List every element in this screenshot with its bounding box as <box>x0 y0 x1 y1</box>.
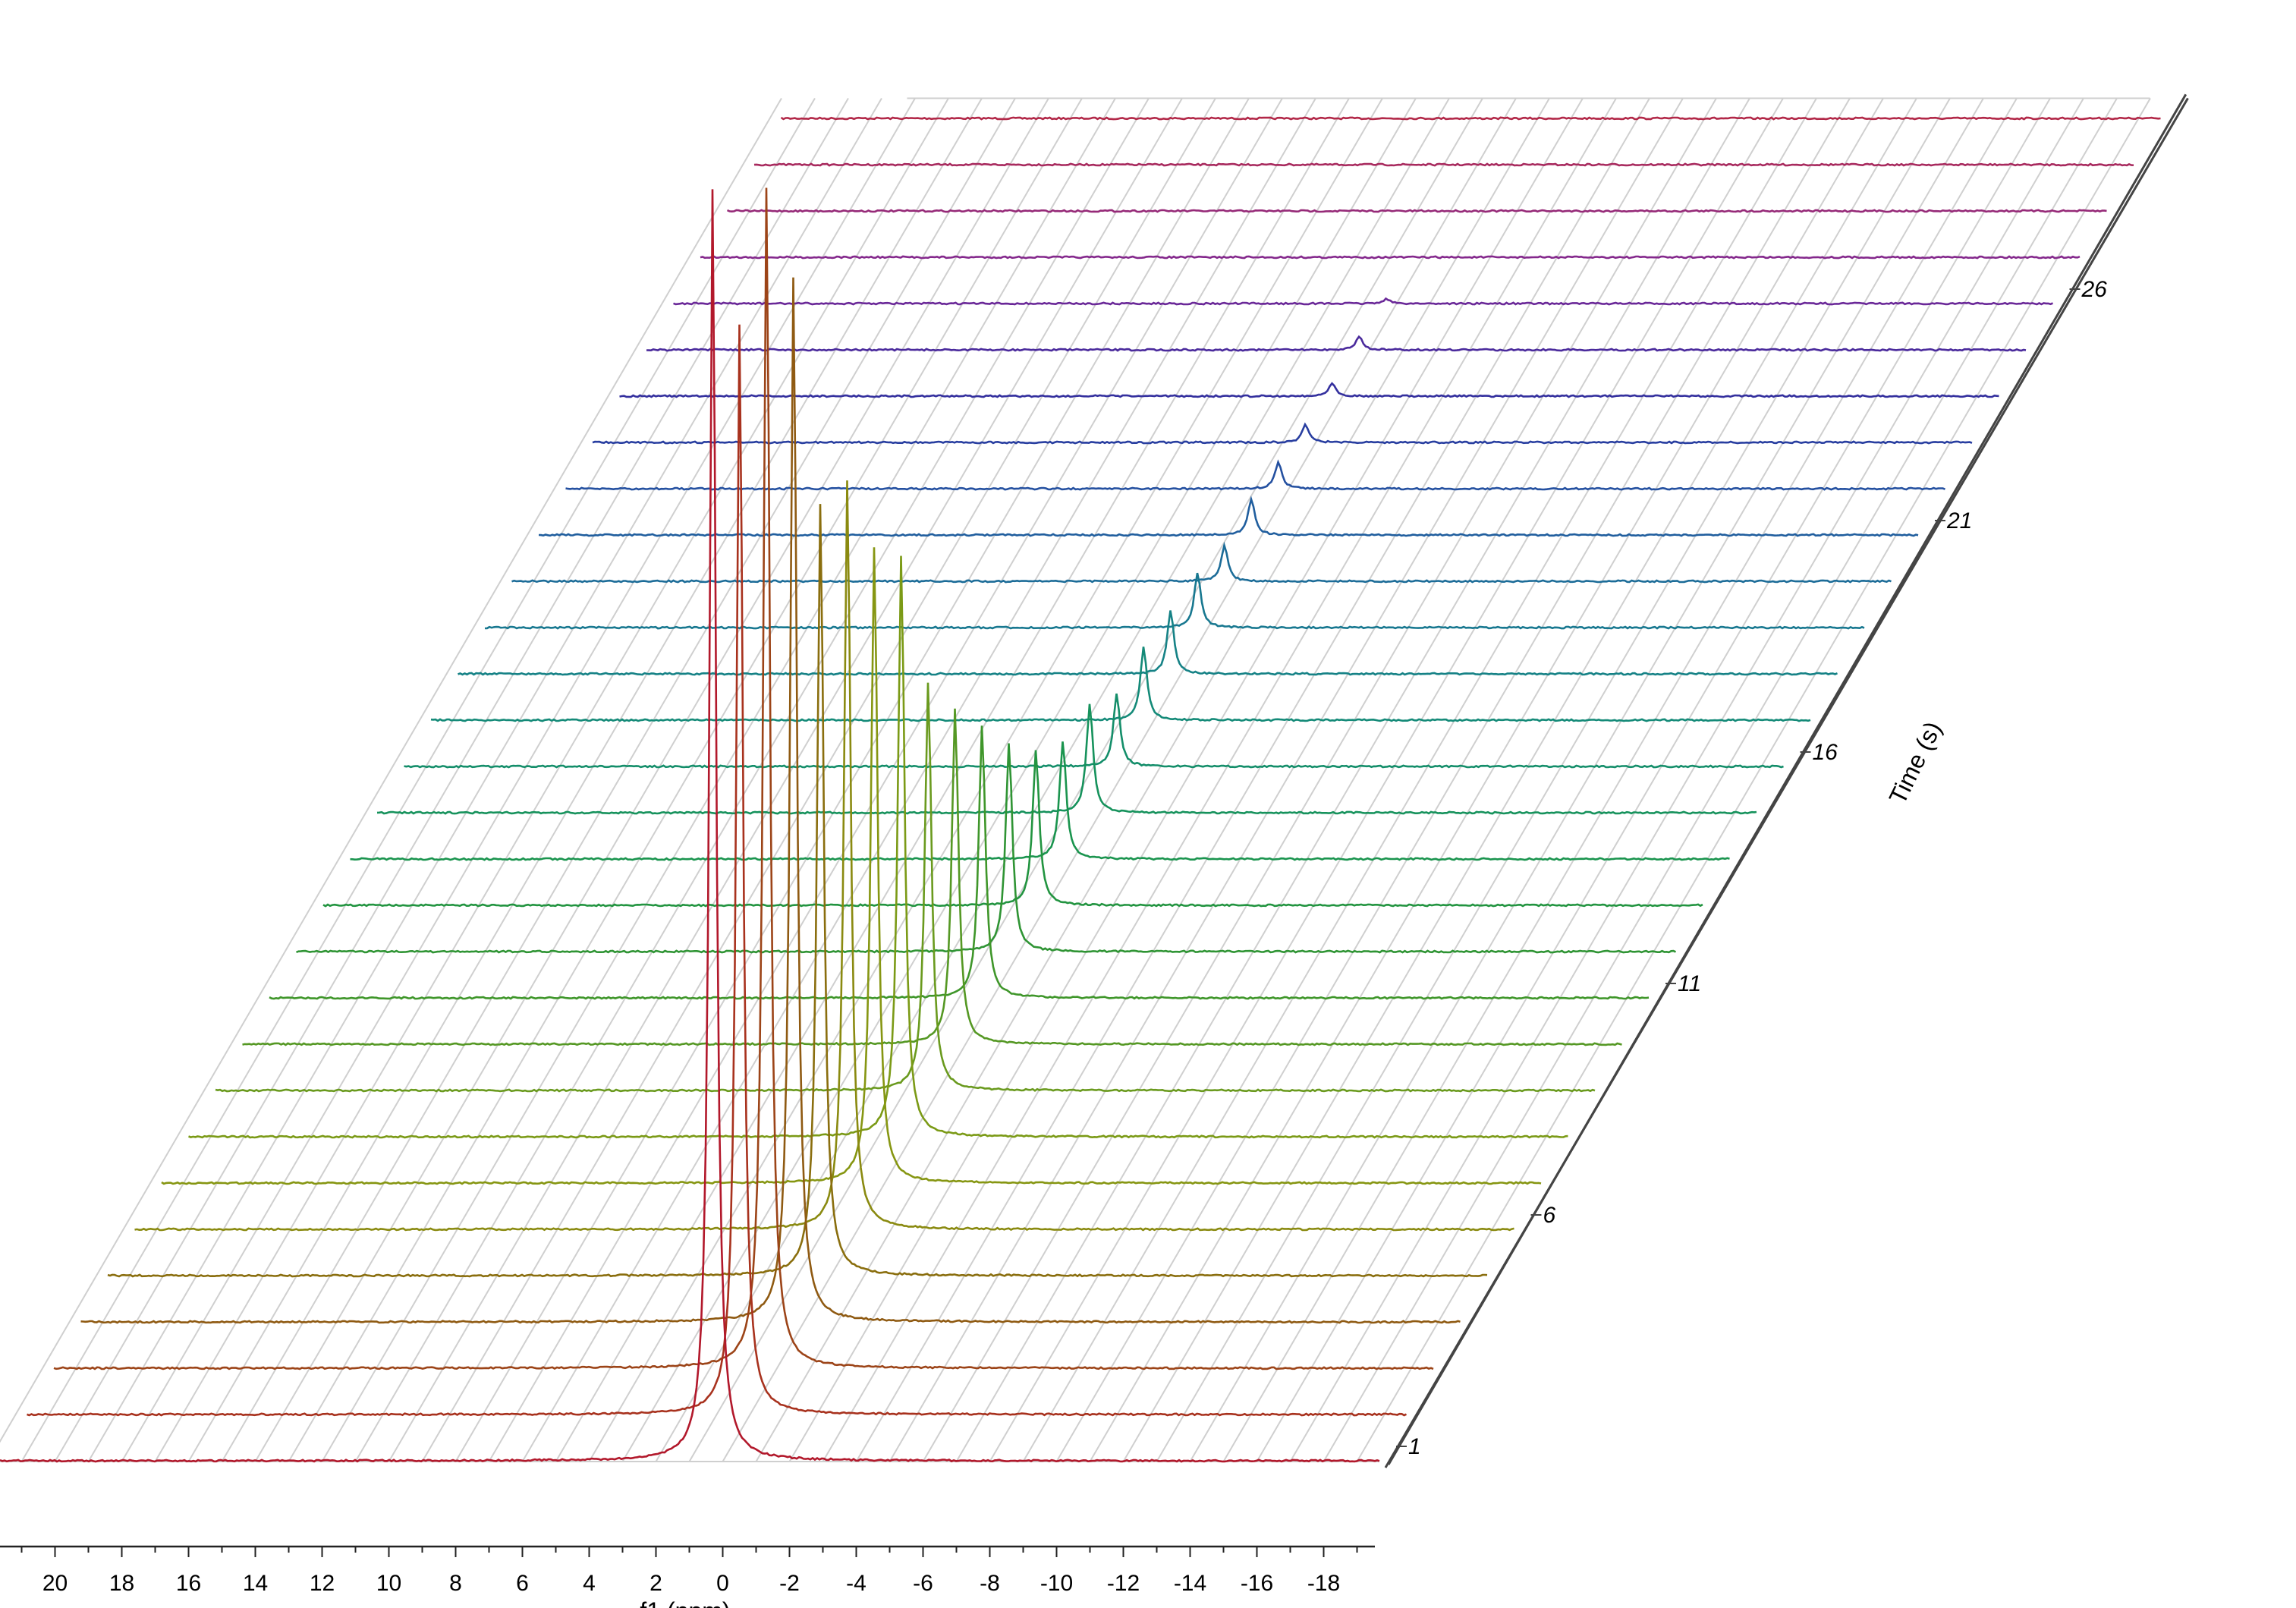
x-tick-label: 12 <box>310 1571 335 1596</box>
spectrum-trace <box>269 725 1650 1000</box>
spectrum-trace <box>646 335 2027 352</box>
grid-line-ppm <box>1122 98 1917 1462</box>
grid-line-ppm <box>288 98 1083 1462</box>
grid-line-ppm <box>354 98 1150 1462</box>
grid-line-ppm <box>955 98 1750 1462</box>
grid-line-ppm <box>1289 98 2084 1462</box>
spectrum-trace <box>215 682 1596 1093</box>
grid-line-ppm <box>1256 98 2051 1462</box>
x-tick-label: -18 <box>1307 1571 1340 1596</box>
spectrum-trace <box>753 162 2134 167</box>
grid-line-ppm <box>321 98 1116 1462</box>
grid-line-ppm <box>889 98 1684 1462</box>
x-tick-label: -16 <box>1241 1571 1273 1596</box>
x-tick-label: 14 <box>243 1571 268 1596</box>
grid-line-ppm <box>855 98 1650 1462</box>
grid-line-ppm <box>221 98 1016 1462</box>
grid-line-ppm <box>788 98 1584 1462</box>
grid-line-ppm <box>154 98 949 1462</box>
grid-line-ppm <box>1089 98 1884 1462</box>
x-axis-title: f1 (ppm) <box>640 1597 730 1608</box>
grid-line-ppm <box>121 98 916 1462</box>
spectrum-trace <box>134 480 1514 1232</box>
x-tick-label: -8 <box>980 1571 1000 1596</box>
spectrum-trace <box>458 610 1838 676</box>
time-axis-title: Time (s) <box>1883 717 1946 808</box>
time-tick-label: 6 <box>1543 1203 1556 1228</box>
spectrum-trace <box>322 750 1703 908</box>
spectrum-trace <box>188 555 1568 1139</box>
x-tick-label: 2 <box>649 1571 662 1596</box>
grid-line-ppm <box>1323 98 2118 1462</box>
grid-line-ppm <box>1189 98 1984 1462</box>
spectrum-trace <box>430 647 1811 722</box>
grid-line-ppm <box>1356 98 2151 1462</box>
time-tick-label: 1 <box>1408 1434 1421 1459</box>
grid-line-ppm <box>1222 98 2018 1462</box>
x-tick-label: -10 <box>1040 1571 1073 1596</box>
spectrum-trace <box>700 255 2081 260</box>
spectrum-trace <box>673 297 2054 306</box>
time-tick-label: 11 <box>1678 971 1701 996</box>
grid-line-ppm <box>488 98 1283 1462</box>
spectra-series <box>0 116 2161 1463</box>
time-tick-label: 16 <box>1813 740 1838 765</box>
spectrum-trace <box>296 743 1677 954</box>
spectrum-trace <box>726 209 2107 213</box>
spectrum-trace <box>350 741 1730 861</box>
grid-line-ppm <box>521 98 1316 1462</box>
x-tick-label: -2 <box>779 1571 800 1596</box>
spectrum-trace <box>565 459 1945 491</box>
x-tick-label: 4 <box>583 1571 596 1596</box>
spectrum-trace <box>0 189 1380 1463</box>
spectrum-trace <box>619 382 1999 398</box>
time-tick-label: 21 <box>1946 508 1972 533</box>
grid-line-ppm <box>989 98 1784 1462</box>
x-tick-label: -12 <box>1107 1571 1140 1596</box>
grid-line-ppm <box>1022 98 1817 1462</box>
spectrum-trace <box>780 116 2161 121</box>
grid-line-ppm <box>688 98 1483 1462</box>
x-tick-label: 18 <box>109 1571 134 1596</box>
x-tick-label: 10 <box>376 1571 401 1596</box>
grid-line-ppm <box>20 98 816 1462</box>
x-axis: 20 18 16 14 12 10 8 6 4 2 0 -2 -4 -6 -8 -10 -12 -14 -16 -18 <box>0 1545 1375 1596</box>
grid-line-ppm <box>922 98 1717 1462</box>
x-tick-label: -14 <box>1174 1571 1206 1596</box>
spectrum-trace <box>80 277 1461 1324</box>
grid-line-ppm <box>454 98 1250 1462</box>
spectrum-trace <box>27 324 1407 1417</box>
spectrum-trace <box>161 547 1542 1185</box>
grid-line-ppm <box>388 98 1183 1462</box>
chart-grid <box>0 97 2189 1468</box>
spectrum-trace <box>53 187 1434 1370</box>
time-axis-line <box>1387 93 2187 1465</box>
x-tick-label: 20 <box>42 1571 68 1596</box>
x-tick-label: 6 <box>516 1571 529 1596</box>
spectrum-trace <box>107 504 1488 1278</box>
grid-line-ppm <box>187 98 983 1462</box>
x-tick-label: 8 <box>449 1571 462 1596</box>
grid-line-ppm <box>421 98 1216 1462</box>
grid-line-ppm <box>87 98 882 1462</box>
grid-line-ppm <box>1055 98 1851 1462</box>
grid-line-ppm <box>54 98 849 1462</box>
grid-line-ppm <box>755 98 1550 1462</box>
grid-line-ppm <box>655 98 1450 1462</box>
spectrum-trace <box>242 708 1622 1046</box>
x-tick-label: 16 <box>176 1571 201 1596</box>
grid-line-ppm <box>1156 98 1951 1462</box>
grid-line-ppm <box>254 98 1049 1462</box>
x-tick-label: 0 <box>716 1571 729 1596</box>
grid-line-ppm <box>722 98 1517 1462</box>
time-tick-label: 26 <box>2081 277 2108 302</box>
x-tick-label: -4 <box>846 1571 867 1596</box>
grid-line-ppm <box>0 98 782 1443</box>
spectrum-trace <box>592 422 1973 445</box>
grid-line-ppm <box>822 98 1617 1462</box>
x-tick-label: -6 <box>913 1571 933 1596</box>
